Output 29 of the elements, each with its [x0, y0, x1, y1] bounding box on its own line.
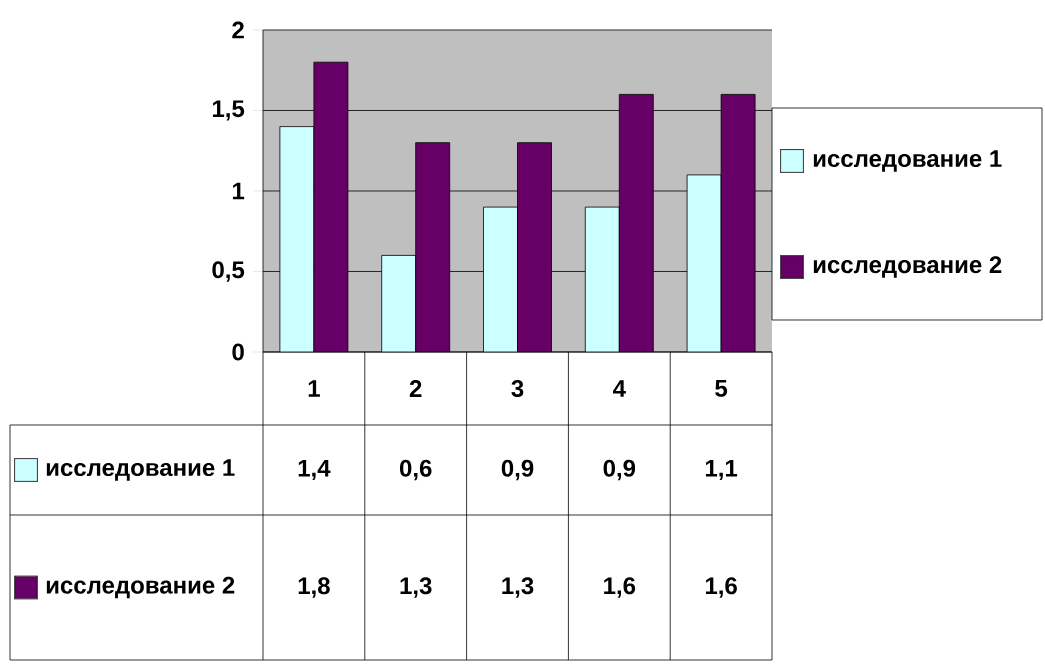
bar: [313, 61, 349, 352]
x-tick-label: 1: [308, 380, 320, 397]
text: исследование 1: [46, 459, 235, 481]
data-label: 1,4: [298, 459, 331, 481]
bar: [618, 93, 654, 352]
legend-label: исследование 1: [813, 150, 1002, 172]
bar: [517, 142, 552, 352]
x-tick-label: 3: [511, 379, 524, 398]
data-label: 1,1: [705, 459, 738, 481]
text: исследование 2: [46, 576, 235, 599]
bar: [415, 142, 451, 352]
x-tick-label: 5: [715, 380, 728, 397]
data-label: 1,6: [604, 577, 636, 598]
y-tick-label: 0,5: [212, 261, 245, 282]
data-label: 1,8: [298, 577, 330, 598]
legend-label: исследование 2: [813, 256, 1002, 278]
x-tick-label: 2: [409, 380, 422, 397]
data-label: 1,3: [502, 577, 534, 598]
y-tick-label: 1,5: [212, 100, 245, 121]
bar: [720, 93, 756, 352]
y-tick-label: 1: [232, 182, 245, 200]
data-label: 1,6: [705, 577, 737, 598]
data-label: 0,9: [501, 459, 534, 481]
y-tick-label: 0: [232, 343, 244, 361]
data-label: 0,6: [399, 459, 432, 481]
y-tick-label: 2: [232, 21, 244, 39]
data-label: 1,3: [400, 577, 432, 598]
data-label: 0,9: [603, 459, 636, 481]
x-tick-label: 4: [612, 380, 626, 397]
